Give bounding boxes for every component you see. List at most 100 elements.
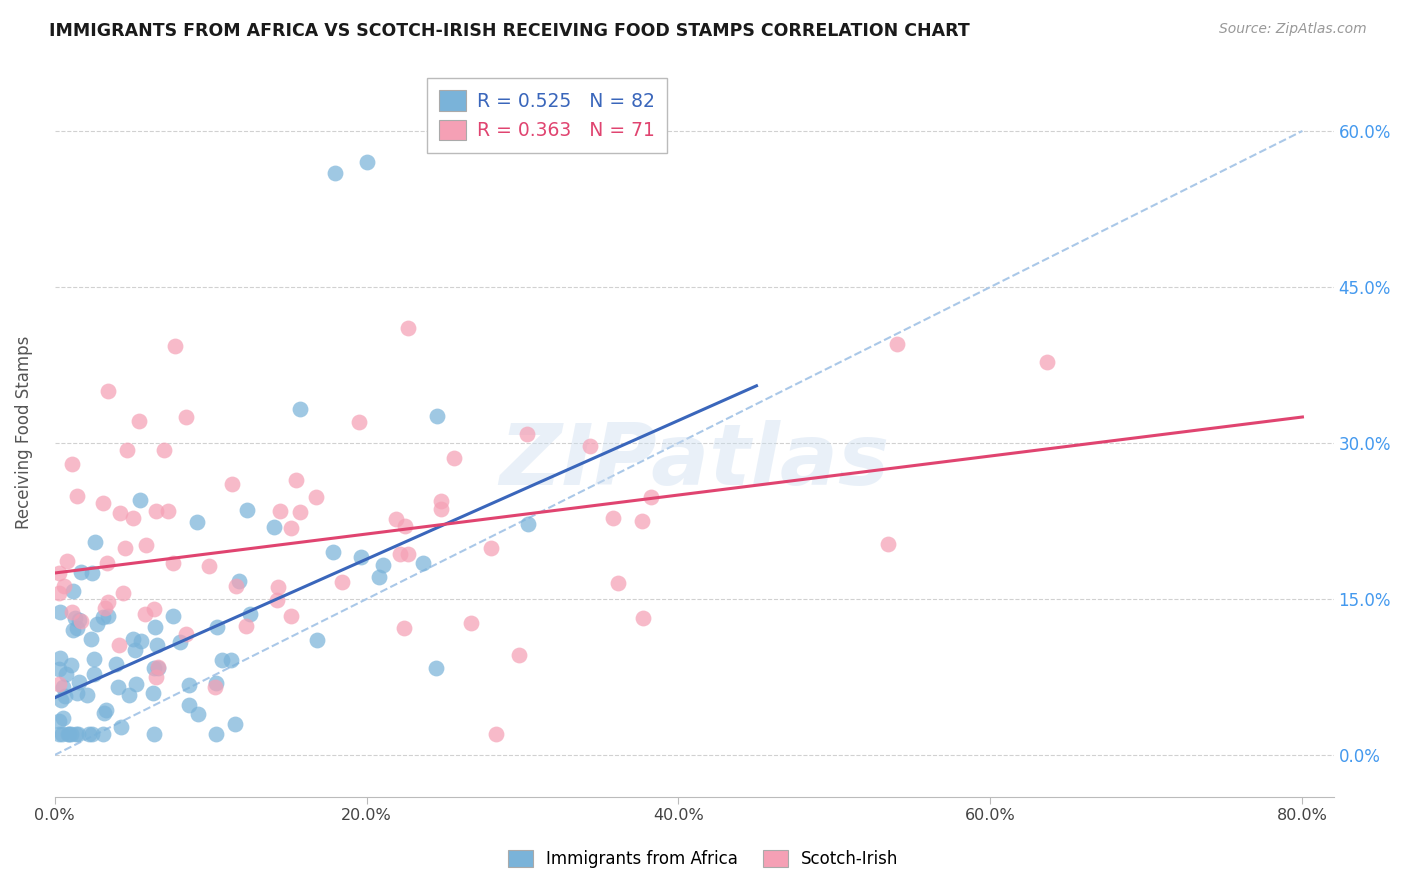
Point <box>66 686 89 700</box>
Point <box>177 678 200 692</box>
Point <box>91 727 114 741</box>
Point <box>91 495 114 509</box>
Point <box>323 165 346 179</box>
Point <box>204 681 226 695</box>
Point <box>152 442 174 457</box>
Point <box>135 538 157 552</box>
Point <box>91 610 114 624</box>
Point <box>373 558 395 573</box>
Point <box>108 507 131 521</box>
Point <box>516 517 538 532</box>
Point <box>290 402 312 417</box>
Point <box>305 490 328 504</box>
Point <box>97 609 120 624</box>
Point <box>69 566 91 580</box>
Point <box>516 426 538 441</box>
Point <box>48 663 70 677</box>
Point <box>62 583 84 598</box>
Point <box>198 558 221 573</box>
Point <box>508 648 530 663</box>
Point <box>430 502 453 516</box>
Point <box>124 642 146 657</box>
Point <box>579 439 602 453</box>
Point <box>83 666 105 681</box>
Point <box>56 554 79 568</box>
Point <box>60 605 83 619</box>
Point <box>77 727 100 741</box>
Point <box>221 477 243 491</box>
Point <box>145 504 167 518</box>
Point <box>141 686 163 700</box>
Point <box>66 621 89 635</box>
Point <box>79 632 101 646</box>
Point <box>52 680 75 694</box>
Point <box>412 556 434 570</box>
Point <box>145 639 167 653</box>
Point <box>174 409 197 424</box>
Point <box>157 504 180 518</box>
Point <box>48 586 70 600</box>
Point <box>48 676 70 690</box>
Point <box>236 503 259 517</box>
Point <box>107 680 129 694</box>
Point <box>187 707 209 722</box>
Point <box>429 494 451 508</box>
Point <box>86 617 108 632</box>
Point <box>394 621 416 635</box>
Point <box>239 607 262 621</box>
Point <box>228 574 250 589</box>
Legend: Immigrants from Africa, Scotch-Irish: Immigrants from Africa, Scotch-Irish <box>501 843 905 875</box>
Point <box>82 566 104 581</box>
Point <box>53 579 76 593</box>
Point <box>48 714 70 728</box>
Point <box>886 337 908 351</box>
Point <box>67 675 90 690</box>
Point <box>426 409 449 423</box>
Legend: R = 0.525   N = 82, R = 0.363   N = 71: R = 0.525 N = 82, R = 0.363 N = 71 <box>427 78 666 153</box>
Point <box>347 415 370 429</box>
Point <box>134 607 156 622</box>
Point <box>280 521 302 535</box>
Point <box>58 727 80 741</box>
Point <box>48 651 70 665</box>
Point <box>235 619 257 633</box>
Point <box>207 620 229 634</box>
Point <box>322 545 344 559</box>
Point <box>105 657 128 671</box>
Point <box>108 638 131 652</box>
Point <box>177 698 200 713</box>
Point <box>129 493 152 508</box>
Point <box>211 653 233 667</box>
Point <box>117 442 139 457</box>
Point <box>330 575 353 590</box>
Point <box>266 593 288 607</box>
Point <box>142 602 165 616</box>
Point <box>280 608 302 623</box>
Point <box>49 693 72 707</box>
Point <box>94 601 117 615</box>
Point <box>56 727 79 741</box>
Point <box>76 688 98 702</box>
Point <box>479 541 502 556</box>
Point <box>122 632 145 646</box>
Point <box>396 320 419 334</box>
Point <box>485 727 508 741</box>
Point <box>186 515 208 529</box>
Point <box>60 727 83 741</box>
Point <box>165 339 187 353</box>
Point <box>128 414 150 428</box>
Point <box>96 595 118 609</box>
Point <box>97 384 120 399</box>
Point <box>143 620 166 634</box>
Point <box>55 666 77 681</box>
Point <box>384 512 406 526</box>
Point <box>263 520 285 534</box>
Point <box>640 491 662 505</box>
Point <box>224 717 246 731</box>
Point <box>84 535 107 549</box>
Point <box>146 661 169 675</box>
Point <box>82 727 104 741</box>
Point <box>269 504 291 518</box>
Point <box>66 489 89 503</box>
Point <box>94 703 117 717</box>
